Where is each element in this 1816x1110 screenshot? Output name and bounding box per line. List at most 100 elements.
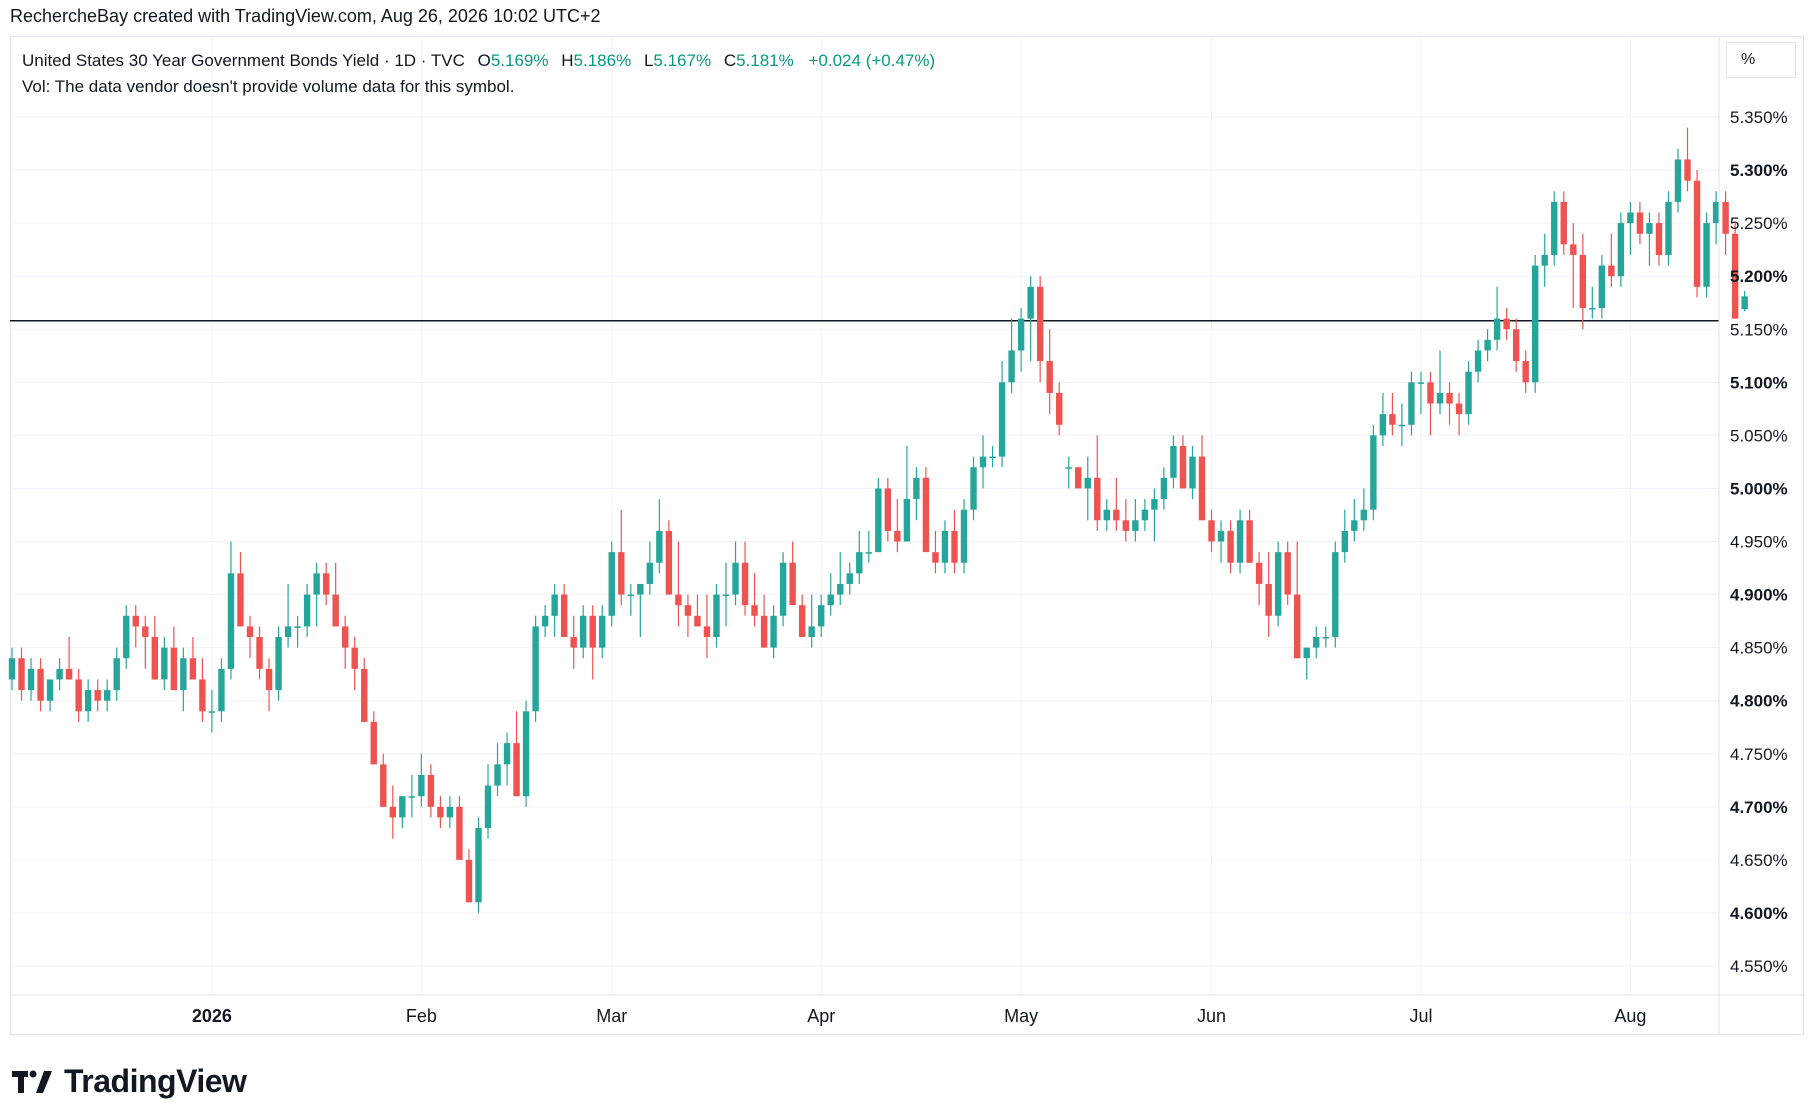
candle[interactable] <box>475 817 482 913</box>
candle[interactable] <box>1551 191 1558 266</box>
candle[interactable] <box>1094 435 1101 531</box>
candle[interactable] <box>322 562 330 606</box>
candle[interactable] <box>989 445 996 468</box>
candle[interactable] <box>427 764 435 818</box>
candle[interactable] <box>1598 254 1606 319</box>
candle[interactable] <box>637 583 644 638</box>
candle[interactable] <box>189 637 197 680</box>
candle[interactable] <box>256 626 263 680</box>
candle[interactable] <box>618 509 625 606</box>
candle[interactable] <box>389 785 396 839</box>
candle[interactable] <box>913 467 920 521</box>
candle[interactable] <box>580 605 587 659</box>
candle[interactable] <box>856 530 863 584</box>
candle[interactable] <box>1398 403 1406 446</box>
candle[interactable] <box>1017 308 1025 372</box>
candle[interactable] <box>1589 286 1596 319</box>
candle[interactable] <box>1274 541 1282 627</box>
candle[interactable] <box>1455 392 1463 436</box>
candle[interactable] <box>1065 456 1072 489</box>
candle[interactable] <box>522 700 530 807</box>
candle[interactable] <box>1417 371 1425 415</box>
candle[interactable] <box>46 679 54 712</box>
candle[interactable] <box>818 594 825 638</box>
candle[interactable] <box>1255 552 1263 606</box>
candle[interactable] <box>570 615 577 669</box>
candle[interactable] <box>865 530 872 563</box>
candle[interactable] <box>998 361 1006 468</box>
candle[interactable] <box>1484 329 1491 362</box>
candle[interactable] <box>1056 382 1063 436</box>
candle[interactable] <box>751 573 758 627</box>
candle[interactable] <box>1465 361 1472 425</box>
candle[interactable] <box>1446 382 1453 425</box>
candle[interactable] <box>1408 371 1415 436</box>
candle[interactable] <box>56 658 63 691</box>
candle[interactable] <box>437 796 444 829</box>
candle[interactable] <box>294 615 301 648</box>
candle[interactable] <box>1684 127 1691 192</box>
candle[interactable] <box>1627 201 1634 255</box>
candle[interactable] <box>979 435 987 489</box>
candle[interactable] <box>1674 148 1682 213</box>
candle[interactable] <box>713 583 720 648</box>
candle[interactable] <box>779 552 787 627</box>
candle[interactable] <box>770 605 777 659</box>
candle[interactable] <box>1646 212 1653 266</box>
candle[interactable] <box>104 679 111 712</box>
candle[interactable] <box>1703 212 1710 298</box>
candle[interactable] <box>684 594 692 638</box>
candle[interactable] <box>922 467 930 553</box>
candle[interactable] <box>1170 435 1177 489</box>
candle[interactable] <box>1389 392 1396 436</box>
candle[interactable] <box>370 711 377 765</box>
candle[interactable] <box>656 499 663 574</box>
candle[interactable] <box>303 583 311 638</box>
candle[interactable] <box>208 690 216 733</box>
tradingview-logo[interactable]: TradingView <box>12 1063 247 1100</box>
candle[interactable] <box>199 658 206 722</box>
candle[interactable] <box>284 583 292 648</box>
candle[interactable] <box>332 562 339 627</box>
candle[interactable] <box>1351 499 1358 542</box>
candle[interactable] <box>1541 233 1548 287</box>
candle[interactable] <box>1474 339 1482 383</box>
candle[interactable] <box>1636 201 1644 245</box>
candle[interactable] <box>18 647 25 701</box>
candle[interactable] <box>494 743 501 797</box>
candle[interactable] <box>1151 488 1158 542</box>
candle[interactable] <box>722 562 730 627</box>
candle[interactable] <box>599 605 606 659</box>
candle[interactable] <box>1036 276 1044 383</box>
candle[interactable] <box>1160 467 1168 510</box>
candle[interactable] <box>894 499 901 553</box>
candle[interactable] <box>456 796 463 860</box>
candle[interactable] <box>903 445 911 542</box>
candle[interactable] <box>123 605 130 669</box>
candle[interactable] <box>84 679 92 722</box>
candle[interactable] <box>951 509 958 574</box>
candle[interactable] <box>789 541 796 606</box>
candle[interactable] <box>380 753 387 807</box>
candle[interactable] <box>132 605 139 648</box>
candle[interactable] <box>313 562 320 627</box>
candle[interactable] <box>1332 541 1339 648</box>
candle[interactable] <box>675 541 682 627</box>
candle[interactable] <box>941 520 949 574</box>
candle[interactable] <box>1360 488 1368 531</box>
candle[interactable] <box>1341 509 1348 563</box>
candle[interactable] <box>1665 191 1672 266</box>
candle[interactable] <box>1208 509 1215 553</box>
candle[interactable] <box>1113 477 1120 531</box>
candle[interactable] <box>741 541 749 616</box>
candle[interactable] <box>1084 456 1091 521</box>
candle[interactable] <box>808 594 815 648</box>
candle[interactable] <box>884 477 892 542</box>
candle[interactable] <box>265 658 273 712</box>
candle[interactable] <box>1227 520 1234 574</box>
candle[interactable] <box>1075 467 1082 489</box>
candle[interactable] <box>1722 191 1729 255</box>
candle[interactable] <box>484 764 492 839</box>
unit-selector[interactable]: % <box>1726 42 1796 78</box>
candle[interactable] <box>1103 499 1110 531</box>
